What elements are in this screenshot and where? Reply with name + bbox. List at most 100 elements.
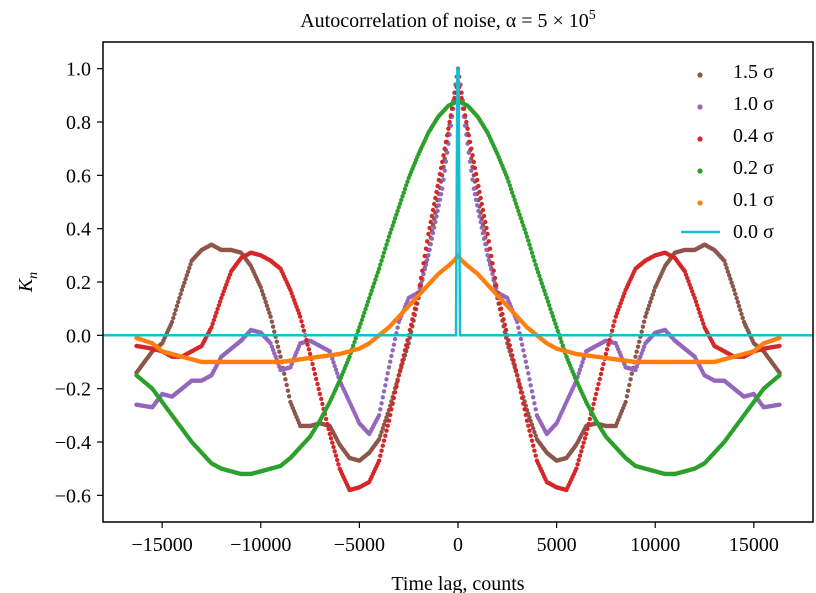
- data-point: [317, 391, 323, 397]
- data-point: [466, 150, 471, 155]
- plot-area: −15000 −10000 −5000 0 5000 10000 15000 1.0 0.8 0…: [55, 41, 814, 556]
- data-point: [492, 275, 498, 281]
- data-point: [430, 230, 436, 236]
- data-point: [494, 283, 499, 288]
- legend-label: 0.0 σ: [733, 221, 774, 243]
- data-point: [777, 335, 782, 341]
- series-5: [103, 67, 813, 337]
- data-point: [518, 216, 524, 221]
- data-point: [478, 219, 483, 225]
- data-point: [483, 242, 488, 247]
- data-point: [478, 195, 483, 201]
- y-tick-label: 0.6: [66, 165, 91, 187]
- data-point: [516, 208, 521, 214]
- data-point: [617, 304, 622, 309]
- data-point: [441, 153, 446, 158]
- data-point: [270, 347, 276, 353]
- data-point: [507, 343, 512, 348]
- data-point: [301, 328, 307, 333]
- data-point: [182, 280, 187, 285]
- y-axis-ticks: 1.0 0.8 0.6 0.4 0.2 0.0 −0.2 −0.4 −0.6: [55, 59, 103, 507]
- data-point: [372, 281, 377, 286]
- data-point: [534, 266, 540, 271]
- data-point: [270, 324, 276, 329]
- data-point: [528, 418, 533, 424]
- data-point: [467, 159, 473, 164]
- data-point: [522, 227, 527, 232]
- data-point: [515, 373, 520, 378]
- data-point: [618, 301, 623, 306]
- data-point: [277, 349, 282, 354]
- data-point: [597, 376, 602, 382]
- data-point: [480, 207, 486, 213]
- data-point: [353, 336, 358, 341]
- data-point: [283, 377, 288, 382]
- data-point: [486, 257, 491, 263]
- data-point: [624, 394, 630, 399]
- data-point: [522, 353, 527, 359]
- data-point: [326, 426, 331, 432]
- data-point: [531, 254, 536, 259]
- data-point: [628, 377, 633, 382]
- data-point: [722, 258, 727, 263]
- data-point: [300, 323, 305, 329]
- data-point: [286, 394, 292, 399]
- data-point: [262, 296, 267, 301]
- data-point: [508, 348, 514, 353]
- data-point: [738, 307, 743, 313]
- y-tick-label: 0.2: [66, 272, 91, 294]
- data-point: [473, 171, 479, 177]
- data-point: [489, 253, 494, 259]
- data-point: [510, 353, 515, 358]
- data-point: [445, 150, 450, 155]
- data-point: [723, 262, 728, 267]
- data-point: [428, 219, 433, 225]
- data-point: [379, 448, 384, 453]
- data-point: [621, 294, 626, 299]
- data-point: [692, 295, 697, 301]
- x-tick-label: 5000: [537, 534, 577, 556]
- data-point: [384, 377, 389, 382]
- data-point: [533, 433, 538, 438]
- data-point: [379, 258, 384, 263]
- data-point: [694, 303, 700, 308]
- data-point: [330, 440, 335, 445]
- data-point: [699, 317, 705, 323]
- data-point: [360, 314, 366, 319]
- data-point: [524, 365, 530, 370]
- data-point: [440, 159, 445, 165]
- data-point: [379, 401, 384, 406]
- data-point: [296, 311, 302, 316]
- data-point: [293, 301, 298, 306]
- data-point: [178, 291, 183, 297]
- data-point: [440, 186, 445, 191]
- data-point: [285, 388, 291, 393]
- data-point: [411, 311, 416, 317]
- data-point: [473, 197, 479, 202]
- data-point: [627, 382, 632, 388]
- data-point: [288, 287, 293, 293]
- data-point: [291, 297, 297, 303]
- data-point: [532, 448, 537, 453]
- data-point: [612, 319, 617, 324]
- data-point: [412, 306, 418, 311]
- data-point: [725, 269, 731, 274]
- data-point: [314, 376, 319, 382]
- data-point: [580, 444, 585, 450]
- data-point: [365, 299, 371, 304]
- data-point: [378, 453, 383, 458]
- data-point: [396, 373, 401, 378]
- data-point: [639, 329, 644, 334]
- data-point: [542, 288, 547, 293]
- data-point: [381, 422, 387, 427]
- data-point: [392, 336, 398, 342]
- data-point: [359, 317, 365, 323]
- data-point: [518, 336, 524, 342]
- data-point: [173, 307, 178, 313]
- data-point: [278, 354, 283, 359]
- data-point: [584, 431, 589, 437]
- data-point: [486, 239, 491, 244]
- data-point: [225, 279, 230, 284]
- legend-label: 0.4 σ: [733, 125, 774, 147]
- data-point: [432, 201, 437, 207]
